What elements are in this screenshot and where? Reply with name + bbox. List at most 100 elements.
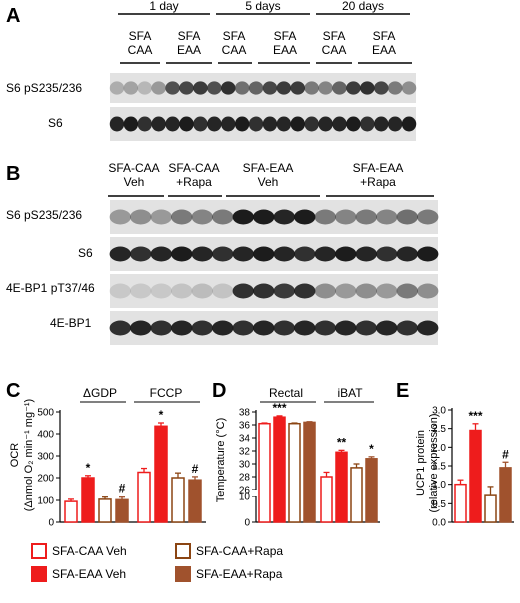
a-blot-phospho-s6-band bbox=[207, 81, 222, 95]
b-group-4-line1: SFA-EAA bbox=[353, 161, 404, 175]
d-ylabel: Temperature (°C) bbox=[215, 418, 227, 502]
b-blot-total-s6-band bbox=[150, 246, 172, 262]
a-blot-phospho-s6-band bbox=[276, 81, 292, 95]
a-blot-total-s6-band bbox=[207, 116, 222, 132]
b-blot-total-4ebp1-band bbox=[273, 320, 295, 336]
b-blot-total-s6-band bbox=[294, 246, 316, 262]
a-group-1-line2: CAA bbox=[128, 43, 153, 57]
b-blot-phospho-s6-band bbox=[191, 209, 213, 225]
legend-item-2: SFA-EAA Veh bbox=[31, 566, 126, 582]
b-blot-total-4ebp1-band bbox=[232, 320, 254, 336]
b-blot-phospho-4ebp1 bbox=[109, 274, 439, 308]
chartC-ytick-label: 100 bbox=[37, 496, 54, 507]
panel-a-blots bbox=[109, 73, 417, 141]
chartD-bar bbox=[303, 421, 316, 523]
b-blot-total-s6-band bbox=[273, 246, 295, 262]
a-group-3-line1: SFA bbox=[223, 29, 246, 43]
legend: SFA-CAA Veh SFA-EAA Veh SFA-CAA+Rapa SFA… bbox=[31, 543, 283, 582]
b-blot-label-3: 4E-BP1 pT37/46 bbox=[6, 281, 95, 295]
chartE-ytick-label: 2.0 bbox=[432, 443, 446, 454]
b-blot-phospho-4ebp1-band bbox=[109, 283, 131, 299]
panel-a: A 1 day 5 days 20 days SFA CAA SFA EAA S… bbox=[6, 0, 417, 141]
b-blot-phospho-4ebp1-band bbox=[273, 283, 295, 299]
b-blot-phospho-s6-band bbox=[294, 209, 316, 225]
b-group-4-line2: +Rapa bbox=[360, 175, 396, 189]
a-blot-phospho-s6-band bbox=[401, 81, 417, 95]
b-blot-phospho-s6 bbox=[109, 200, 439, 234]
chartC-ytick-label: 0 bbox=[48, 518, 54, 529]
a-blot-total-s6-band bbox=[193, 116, 208, 132]
b-blot-total-s6-band bbox=[130, 246, 152, 262]
b-blot-phospho-4ebp1-band bbox=[150, 283, 172, 299]
chartD-bar bbox=[350, 467, 363, 523]
a-group-4-line1: SFA bbox=[274, 29, 297, 43]
a-blot-total-s6-band bbox=[276, 116, 292, 132]
timepoint-3: 20 days bbox=[342, 0, 384, 13]
chartC-significance: # bbox=[192, 462, 199, 476]
a-group-2-line1: SFA bbox=[178, 29, 201, 43]
b-blot-phospho-s6-band bbox=[273, 209, 295, 225]
panel-e-letter: E bbox=[396, 380, 409, 402]
panel-b: B SFA-CAA Veh SFA-CAA +Rapa SFA-EAA Veh … bbox=[6, 161, 439, 345]
panel-c-letter: C bbox=[6, 380, 20, 402]
chartD-bar bbox=[273, 416, 286, 523]
timepoint-2: 5 days bbox=[245, 0, 280, 13]
legend-swatch-1 bbox=[31, 543, 47, 559]
chartD-ytick-label: 34 bbox=[239, 434, 251, 445]
chartC-bar bbox=[171, 477, 185, 523]
a-blot-phospho-s6-band bbox=[193, 81, 208, 95]
chartC-bar bbox=[81, 477, 95, 523]
chartD-bar bbox=[320, 476, 333, 523]
legend-label-2: SFA-EAA Veh bbox=[52, 567, 126, 581]
a-blot-phospho-s6-band bbox=[109, 81, 125, 95]
b-blot-total-s6-band bbox=[396, 246, 418, 262]
a-blot-total-s6-band bbox=[262, 116, 278, 132]
b-blot-phospho-4ebp1-band bbox=[130, 283, 152, 299]
b-group-1-line2: Veh bbox=[124, 175, 145, 189]
a-blot-total-s6-band bbox=[220, 116, 236, 132]
a-blot-total-s6-band bbox=[179, 116, 194, 132]
chartE-ytick-label: 0.5 bbox=[432, 499, 446, 510]
chartD-bar bbox=[365, 458, 378, 523]
a-blot-phospho-s6-band bbox=[360, 81, 375, 95]
b-group-2-line2: +Rapa bbox=[176, 175, 212, 189]
chartC-significance: * bbox=[86, 461, 91, 475]
chartE-bar bbox=[469, 429, 482, 523]
b-blot-phospho-s6-band bbox=[396, 209, 418, 225]
b-blot-total-s6-band bbox=[253, 246, 275, 262]
a-blot-phospho-s6-band bbox=[151, 81, 166, 95]
a-group-1-line1: SFA bbox=[129, 29, 152, 43]
b-blot-phospho-4ebp1-band bbox=[396, 283, 418, 299]
chartC-significance: # bbox=[119, 482, 126, 496]
b-blot-label-2: S6 bbox=[78, 246, 93, 260]
b-group-3-line2: Veh bbox=[258, 175, 279, 189]
a-blot-total-s6-band bbox=[360, 116, 375, 132]
b-blot-phospho-s6-band bbox=[335, 209, 357, 225]
chartC-significance: * bbox=[159, 408, 164, 422]
b-blot-total-s6-band bbox=[417, 246, 439, 262]
b-blot-phospho-s6-band bbox=[253, 209, 275, 225]
a-blot-label-1: S6 pS235/236 bbox=[6, 81, 82, 95]
chartE-bar bbox=[484, 494, 497, 523]
a-group-6-line1: SFA bbox=[373, 29, 396, 43]
b-blot-total-4ebp1-band bbox=[253, 320, 275, 336]
a-blot-phospho-s6-band bbox=[179, 81, 194, 95]
b-blot-total-4ebp1-band bbox=[396, 320, 418, 336]
b-blot-phospho-s6-band bbox=[232, 209, 254, 225]
chartE-bar bbox=[454, 483, 467, 523]
chartC-bar bbox=[137, 471, 151, 523]
chartC-ytick-label: 200 bbox=[37, 474, 54, 485]
a-blot-total-s6-band bbox=[234, 116, 250, 132]
b-blot-total-4ebp1-band bbox=[191, 320, 213, 336]
b-blot-total-s6-band bbox=[191, 246, 213, 262]
b-blot-total-4ebp1-band bbox=[314, 320, 336, 336]
a-blot-phospho-s6-band bbox=[346, 81, 361, 95]
legend-item-4: SFA-EAA+Rapa bbox=[175, 566, 283, 582]
panel-a-group-headers: SFA CAA SFA EAA SFA CAA SFA EAA SFA CAA … bbox=[128, 29, 396, 57]
e-ylabel: UCP1 protein bbox=[415, 430, 427, 496]
b-blot-phospho-s6-band bbox=[376, 209, 398, 225]
b-blot-total-4ebp1 bbox=[109, 311, 439, 345]
a-blot-phospho-s6-band bbox=[304, 81, 319, 95]
